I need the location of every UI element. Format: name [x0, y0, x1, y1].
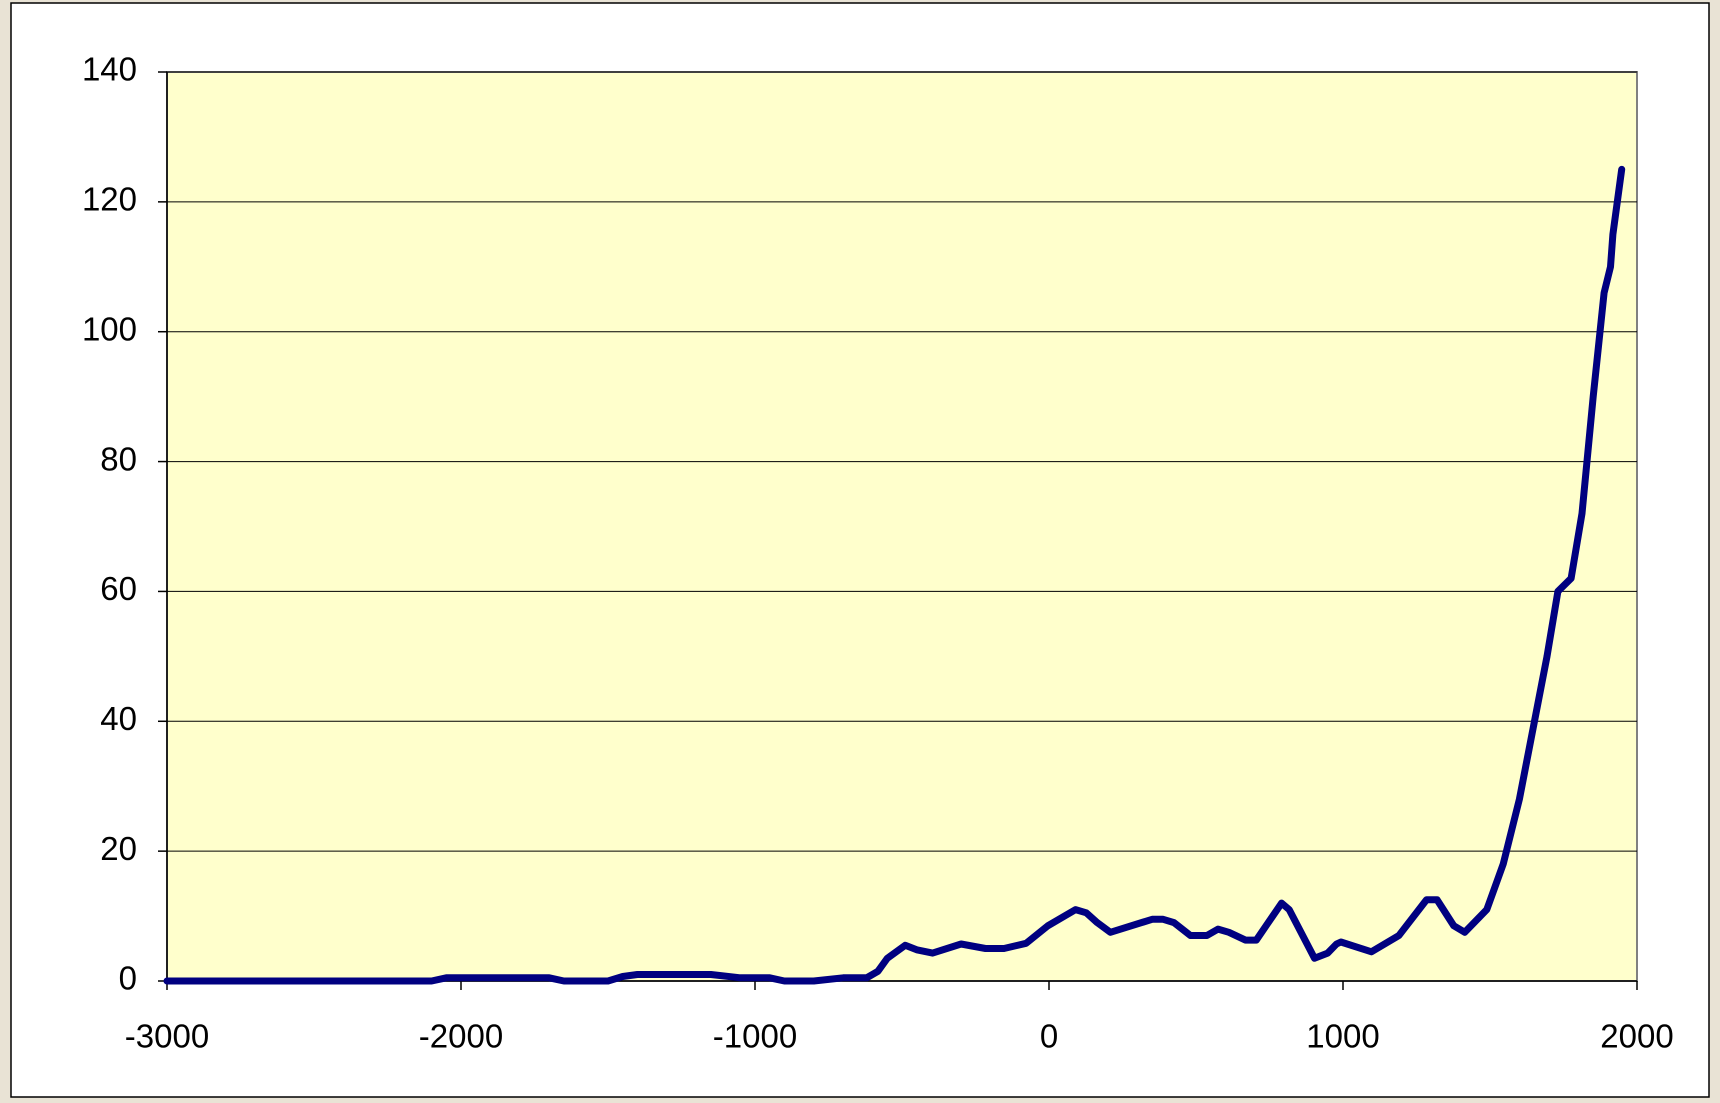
y-tick-label: 40: [100, 700, 137, 737]
y-tick-label: 20: [100, 830, 137, 867]
y-tick-label: 80: [100, 440, 137, 477]
x-tick-label: -3000: [125, 1018, 209, 1055]
x-tick-label: 0: [1040, 1018, 1058, 1055]
x-tick-label: 1000: [1306, 1018, 1379, 1055]
y-tick-label: 100: [82, 310, 137, 347]
y-tick-label: 0: [119, 960, 137, 997]
x-tick-label: 2000: [1600, 1018, 1673, 1055]
x-tick-label: -2000: [419, 1018, 503, 1055]
data-line: [163, 165, 1626, 985]
plot-area: [166, 71, 1638, 982]
y-tick-label: 140: [82, 51, 137, 88]
y-tick-label: 120: [82, 181, 137, 218]
y-tick-label: 60: [100, 570, 137, 607]
x-tick-label: -1000: [713, 1018, 797, 1055]
